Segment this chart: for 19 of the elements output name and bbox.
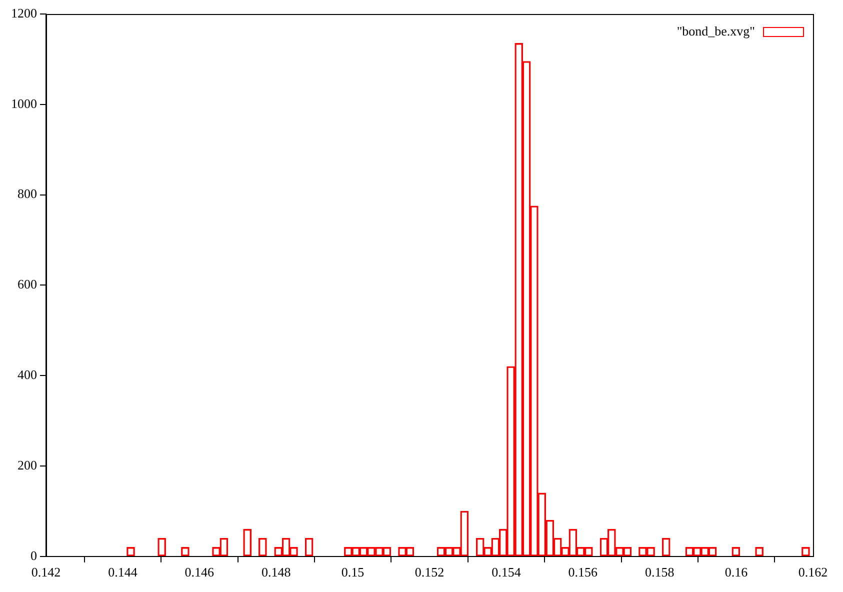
y-tick-label: 800	[18, 186, 37, 202]
y-tick-label: 200	[18, 457, 37, 472]
x-tick-label: 0.156	[568, 564, 598, 580]
x-tick-label: 0.152	[414, 564, 444, 580]
y-tick-label: 1000	[11, 96, 37, 111]
y-tick-label: 0	[30, 548, 37, 563]
x-tick-label: 0.148	[261, 564, 291, 580]
x-tick-label: 0.154	[492, 564, 522, 580]
x-tick-label: 0.146	[184, 564, 215, 580]
x-tick-label: 0.158	[644, 564, 674, 580]
x-tick-label: 0.16	[724, 564, 748, 580]
x-tick-label: 0.15	[341, 564, 364, 580]
y-tick-label: 400	[18, 367, 37, 382]
legend-label: "bond_be.xvg"	[676, 23, 755, 38]
x-tick-label: 0.142	[31, 564, 61, 580]
x-tick-label: 0.144	[108, 564, 138, 580]
y-tick-label: 1200	[11, 5, 37, 20]
y-tick-label: 600	[18, 276, 37, 292]
x-tick-label: 0.162	[798, 564, 828, 580]
